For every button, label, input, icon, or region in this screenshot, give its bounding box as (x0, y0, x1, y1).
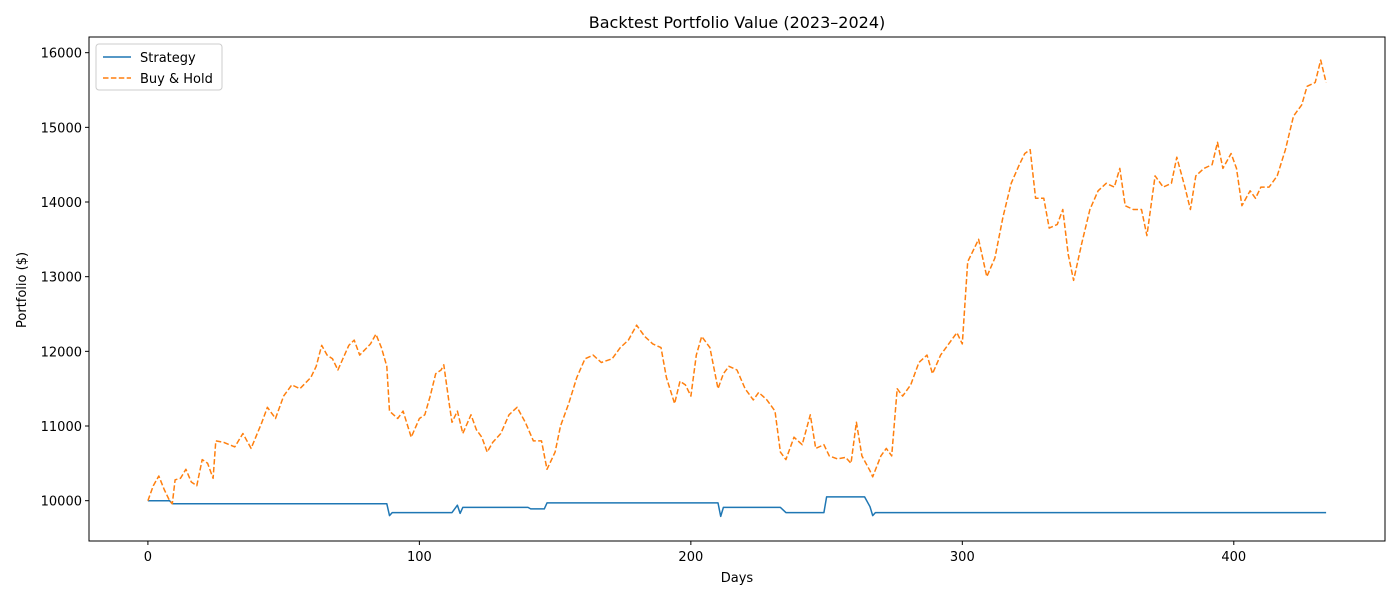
y-tick-label: 13000 (41, 271, 82, 286)
x-tick-label: 400 (1221, 550, 1246, 565)
legend-label-2: Buy & Hold (140, 72, 213, 87)
y-tick-label: 11000 (41, 420, 82, 435)
x-tick-label: 200 (678, 550, 703, 565)
y-axis-label: Portfolio ($) (15, 252, 30, 328)
legend-label-1: Strategy (140, 51, 196, 66)
y-tick-label: 16000 (41, 47, 82, 62)
x-axis-label: Days (721, 571, 754, 586)
legend: Strategy Buy & Hold (95, 43, 223, 91)
x-tick-label: 100 (407, 550, 432, 565)
y-tick-label: 15000 (41, 121, 82, 136)
plot-area (147, 59, 1327, 518)
series-line-1 (147, 496, 1327, 518)
y-tick-label: 10000 (41, 495, 82, 510)
series-line-2 (147, 59, 1327, 505)
y-tick-label: 12000 (41, 345, 82, 360)
axes: 0 100 200 300 400 10000 11000 12000 13000 14000 15… (41, 36, 1386, 565)
chart-title: Backtest Portfolio Value (2023–2024) (589, 13, 886, 32)
x-tick-label: 0 (144, 550, 152, 565)
x-tick-label: 300 (950, 550, 975, 565)
y-tick-label: 14000 (41, 196, 82, 211)
plot-frame (88, 36, 1386, 542)
